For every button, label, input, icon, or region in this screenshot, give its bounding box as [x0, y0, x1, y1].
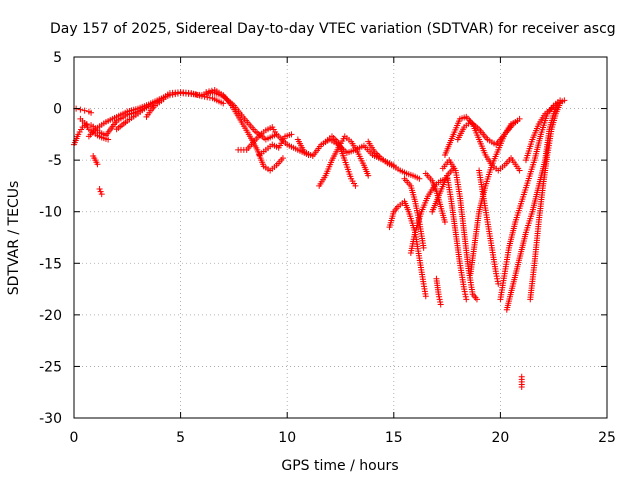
data-point — [81, 107, 88, 114]
data-point — [420, 244, 427, 251]
series-track-04 — [90, 153, 101, 168]
data-point — [105, 136, 112, 143]
series-track-26 — [454, 115, 523, 148]
series-track-09 — [143, 96, 167, 120]
y-tick-label: -10 — [39, 205, 62, 221]
y-tick-label: -30 — [39, 411, 62, 427]
data-point — [279, 155, 286, 162]
data-point — [160, 96, 167, 103]
data-point — [422, 293, 429, 300]
x-tick-label: 25 — [598, 430, 616, 446]
data-markers — [71, 87, 568, 391]
series-track-17 — [386, 198, 429, 300]
series-track-15 — [322, 133, 359, 189]
data-point — [495, 280, 502, 287]
data-point — [208, 87, 215, 94]
series-track-29 — [497, 97, 564, 303]
data-point — [206, 94, 213, 101]
data-point — [94, 161, 101, 168]
data-point — [516, 167, 523, 174]
series-track-14 — [316, 133, 372, 189]
series-track-28 — [476, 167, 502, 287]
y-tick-label: 5 — [53, 50, 62, 66]
series-track-22 — [433, 275, 444, 308]
series-track-11 — [235, 124, 280, 153]
series-track-01 — [71, 121, 107, 148]
data-point — [561, 97, 568, 104]
data-point — [141, 105, 148, 112]
data-point — [437, 301, 444, 308]
x-tick-label: 0 — [70, 430, 79, 446]
data-point — [462, 291, 469, 298]
series-track-31 — [518, 373, 525, 391]
data-point — [493, 273, 500, 280]
data-point — [493, 270, 500, 277]
data-point — [96, 186, 103, 193]
series-track-12 — [256, 131, 295, 158]
series-track-32 — [527, 100, 564, 303]
data-point — [441, 219, 448, 226]
data-point — [494, 275, 501, 282]
x-tick-label: 5 — [176, 430, 185, 446]
series-track-27 — [467, 117, 521, 277]
x-tick-labels: 0 5 10 15 20 25 — [70, 430, 616, 446]
data-point — [201, 93, 208, 100]
series-track-05 — [96, 186, 105, 198]
data-point — [203, 89, 210, 96]
data-point — [97, 188, 104, 195]
series-track-25 — [444, 172, 470, 303]
data-point — [365, 172, 372, 179]
x-tick-label: 15 — [385, 430, 403, 446]
data-point — [462, 293, 469, 300]
data-point — [288, 131, 295, 138]
x-tick-label: 20 — [491, 430, 509, 446]
grid-lines — [74, 57, 607, 418]
y-tick-label: -5 — [48, 153, 62, 169]
tick-marks — [73, 56, 608, 419]
data-point — [461, 286, 468, 293]
data-point — [473, 296, 480, 303]
x-tick-label: 10 — [278, 430, 296, 446]
data-point — [518, 384, 525, 391]
chart-title: Day 157 of 2025, Sidereal Day-to-day VTE… — [50, 21, 616, 37]
series-track-02 — [73, 105, 95, 116]
data-point — [514, 117, 521, 124]
series-track-23 — [439, 157, 480, 303]
data-point — [463, 296, 470, 303]
y-tick-label: -20 — [39, 308, 62, 324]
data-point — [494, 278, 501, 285]
data-point — [436, 293, 443, 300]
data-point — [352, 182, 359, 189]
y-axis-title: SDTVAR / TECUs — [6, 181, 22, 296]
data-point — [437, 298, 444, 305]
data-point — [436, 296, 443, 303]
data-point — [435, 291, 442, 298]
data-point — [204, 94, 211, 101]
data-point — [220, 100, 227, 107]
data-point — [206, 88, 213, 95]
data-point — [461, 288, 468, 295]
plot-frame — [73, 56, 608, 419]
y-tick-label: 0 — [53, 102, 62, 118]
data-point — [98, 191, 105, 198]
data-point — [88, 109, 95, 116]
data-point — [198, 93, 205, 100]
y-tick-labels: -30 -25 -20 -15 -10 -5 0 5 — [39, 50, 62, 427]
series-track-16 — [365, 138, 423, 182]
y-tick-label: -25 — [39, 359, 62, 375]
data-point — [416, 175, 423, 182]
y-tick-label: -15 — [39, 256, 62, 272]
data-point — [330, 134, 337, 141]
series-track-18 — [401, 175, 427, 251]
series-track-08 — [113, 105, 148, 133]
x-axis-title: GPS time / hours — [281, 458, 398, 474]
series-track-33 — [522, 97, 568, 164]
data-point — [273, 131, 280, 138]
data-point — [77, 106, 84, 113]
